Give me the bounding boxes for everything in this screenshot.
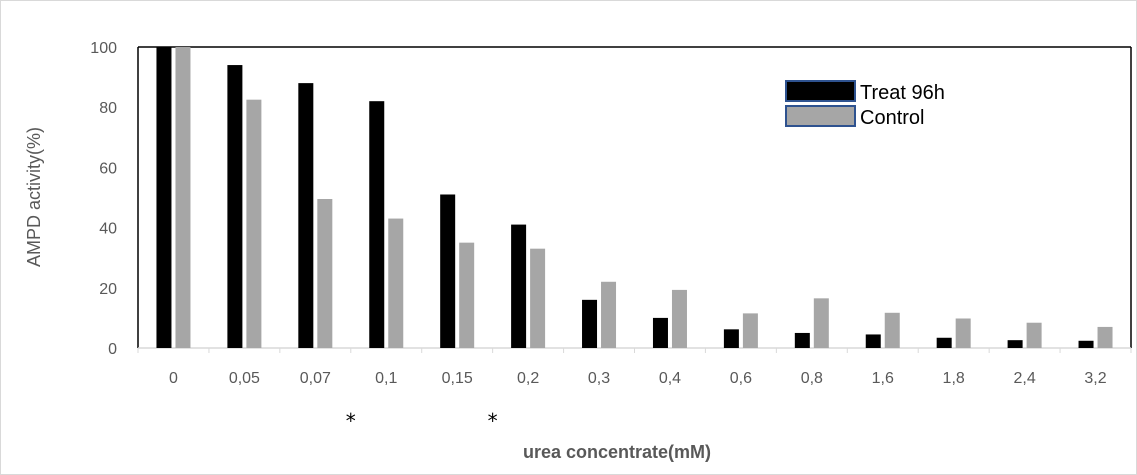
- x-tick-label: 0,07: [300, 370, 331, 387]
- legend-swatch-treat: [785, 80, 856, 102]
- x-tick-label: 0,4: [659, 370, 681, 387]
- x-axis-title: urea concentrate(mM): [523, 442, 711, 462]
- bar-control: [388, 218, 404, 348]
- x-tick-label: 0,8: [801, 370, 823, 387]
- bar-treat-96h: [582, 299, 598, 348]
- bar-treat-96h: [227, 65, 243, 348]
- x-tick-label: 0,3: [588, 370, 610, 387]
- y-tick-label: 0: [108, 341, 117, 358]
- significance-star: *: [346, 409, 356, 433]
- x-tick-label: 2,4: [1013, 370, 1035, 387]
- legend-swatch-control: [785, 105, 856, 127]
- bar-control: [317, 199, 333, 348]
- bar-control: [459, 242, 475, 348]
- bar-treat-96h: [865, 334, 881, 348]
- bar-control: [530, 248, 546, 348]
- bar-control: [1026, 322, 1042, 348]
- bar-treat-96h: [369, 101, 385, 349]
- y-tick-label: 20: [99, 281, 117, 298]
- y-tick-label: 60: [99, 160, 117, 177]
- bar-control: [1097, 326, 1113, 348]
- legend: Treat 96h Control: [785, 80, 945, 129]
- x-tick-label: 3,2: [1084, 370, 1106, 387]
- significance-star: *: [488, 409, 498, 433]
- bar-control: [671, 289, 687, 348]
- bar-treat-96h: [936, 337, 952, 348]
- bar-treat-96h: [1078, 340, 1094, 348]
- bar-treat-96h: [1007, 340, 1023, 348]
- bar-treat-96h: [511, 224, 527, 348]
- x-tick-label: 0,05: [229, 370, 260, 387]
- x-tick-label: 0,1: [375, 370, 397, 387]
- legend-label-control: Control: [860, 107, 924, 129]
- bar-treat-96h: [156, 47, 172, 348]
- x-tick-label: 1,6: [872, 370, 894, 387]
- bar-control: [246, 99, 262, 348]
- x-tick-label: 0: [169, 370, 178, 387]
- legend-label-treat: Treat 96h: [860, 82, 945, 104]
- x-tick-label: 0,15: [442, 370, 473, 387]
- bar-control: [813, 298, 829, 348]
- bar-control: [175, 47, 191, 348]
- bar-treat-96h: [440, 194, 456, 348]
- bar-control: [742, 313, 758, 348]
- bar-treat-96h: [723, 329, 739, 348]
- bar-control: [884, 312, 900, 348]
- x-tick-label: 1,8: [943, 370, 965, 387]
- y-tick-label: 40: [99, 221, 117, 238]
- x-tick-label: 0,6: [730, 370, 752, 387]
- bar-control: [955, 318, 971, 348]
- y-axis-title: AMPD activity(%): [24, 127, 44, 267]
- bar-control: [601, 281, 617, 348]
- bar-treat-96h: [652, 317, 668, 348]
- bar-treat-96h: [298, 83, 314, 349]
- x-tick-label: 0,2: [517, 370, 539, 387]
- y-tick-label: 80: [99, 100, 117, 117]
- y-tick-label: 100: [90, 40, 117, 57]
- bar-treat-96h: [794, 332, 810, 348]
